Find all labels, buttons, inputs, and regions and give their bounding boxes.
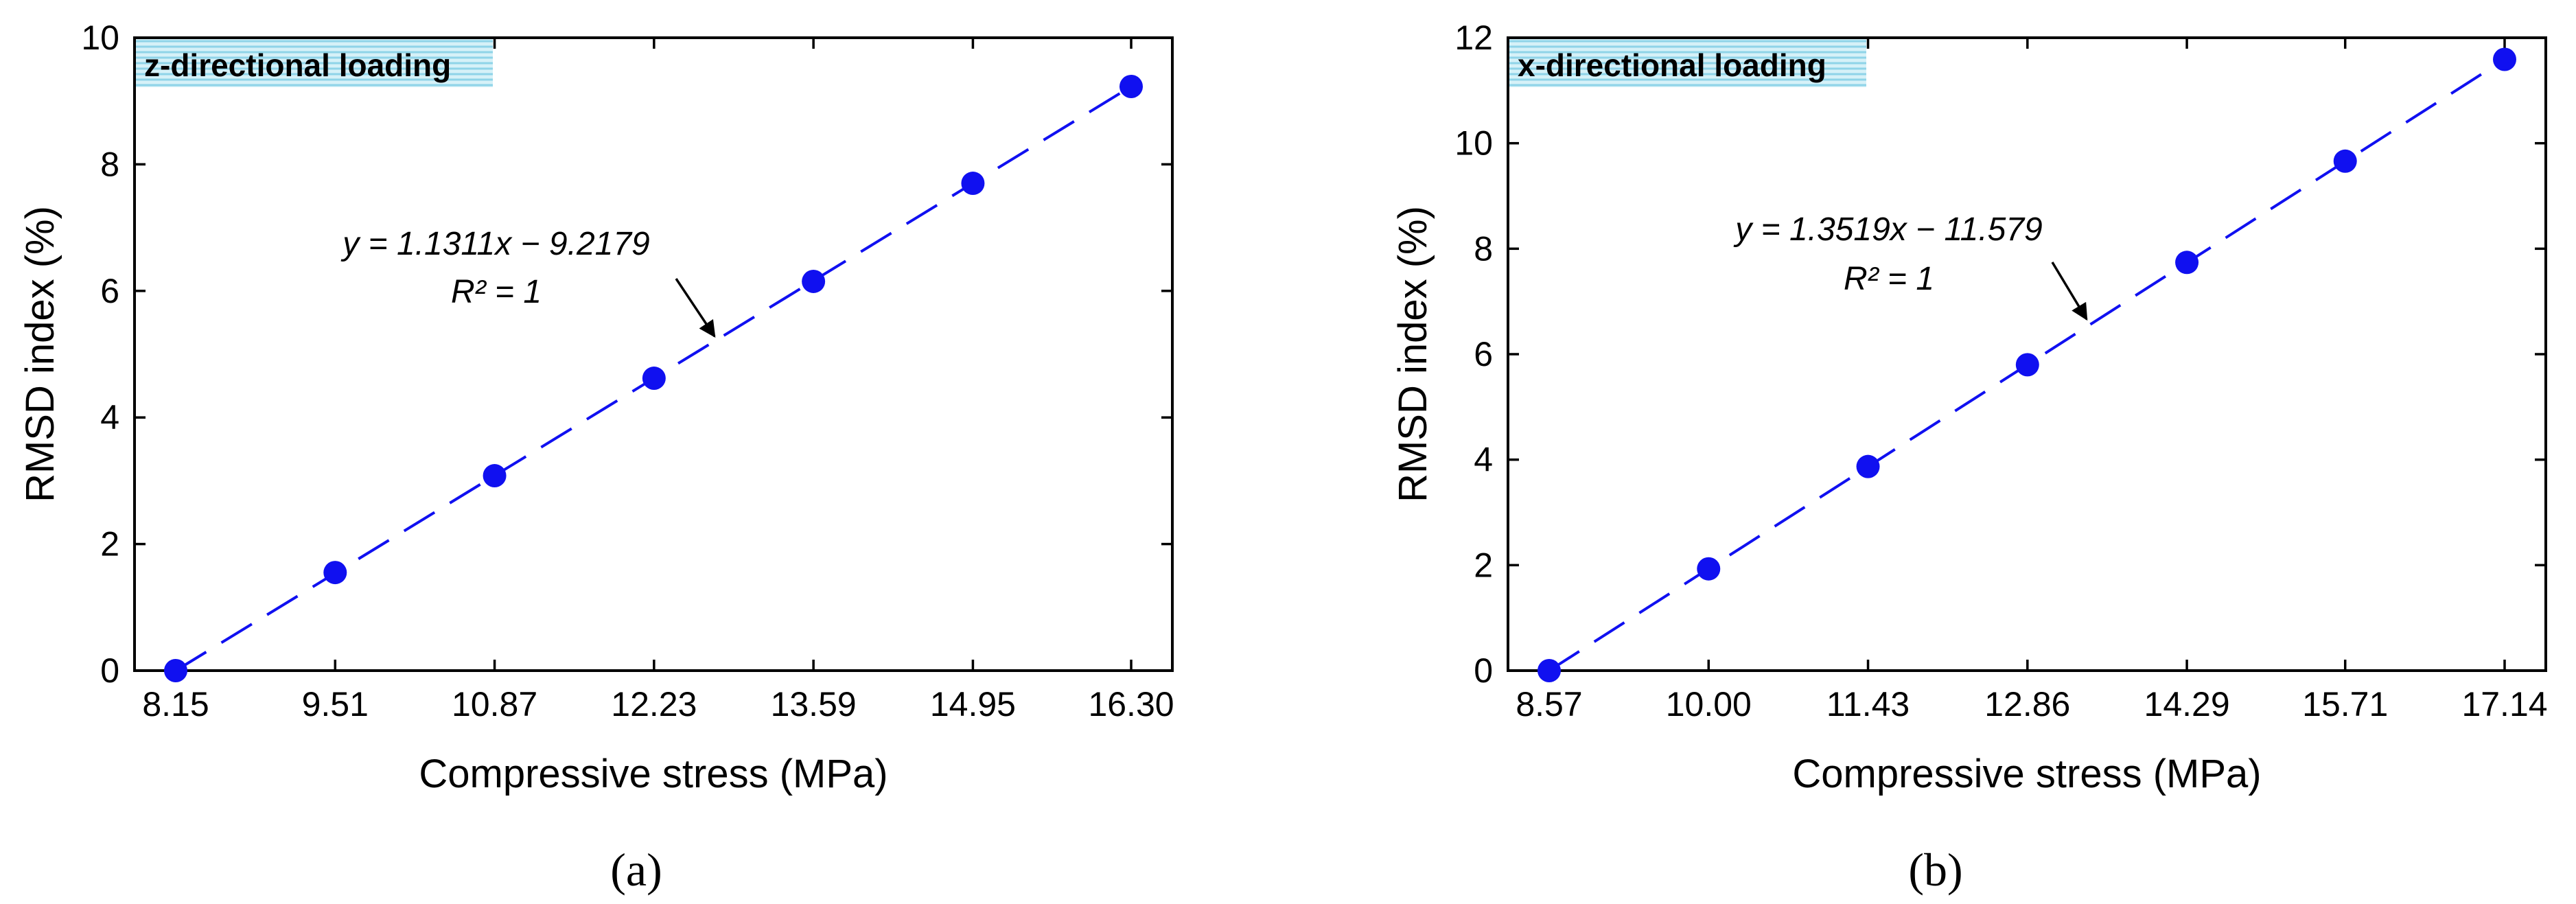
- y-tick-label: 0: [1474, 651, 1493, 690]
- y-tick-label: 8: [100, 145, 119, 183]
- x-tick-label: 15.71: [2302, 685, 2388, 723]
- chart-b: 0 2 4 6 8 10 12 8.57 10.00 11.43 12.86 14.29 15.71 1…: [1391, 19, 2548, 896]
- data-point: [2493, 47, 2516, 71]
- data-point: [642, 367, 666, 391]
- x-tick-label: 12.86: [1984, 685, 2070, 723]
- x-tick-label: 10.00: [1666, 685, 1752, 723]
- x-tick-label: 16.30: [1088, 685, 1174, 723]
- data-point: [1697, 557, 1721, 581]
- x-tick-label: 8.57: [1516, 685, 1582, 723]
- chart-a: 0 2 4 6 8 10 8.15 9.51 10.87 12.23 13.59 14.95 16.3…: [18, 19, 1174, 896]
- data-point: [323, 561, 347, 585]
- tag-a: z-directional loading: [144, 47, 451, 83]
- r2-b: R² = 1: [1844, 261, 1934, 297]
- data-point: [961, 172, 985, 196]
- x-tick-label: 12.23: [611, 685, 697, 723]
- panel-label-b: (b): [1908, 844, 1962, 896]
- tag-b: x-directional loading: [1518, 47, 1826, 83]
- y-tick-label: 2: [100, 525, 119, 564]
- y-tick-label: 4: [1474, 441, 1493, 479]
- y-tick-label: 8: [1474, 229, 1493, 268]
- y-ticks-b: 0 2 4 6 8 10 12: [1454, 19, 2546, 690]
- data-point: [1538, 659, 1561, 682]
- tag-box-a: [136, 39, 493, 87]
- y-tick-label: 10: [1454, 124, 1493, 163]
- panel-label-a: (a): [610, 844, 662, 896]
- points-b: [1538, 47, 2516, 682]
- x-tick-label: 17.14: [2461, 685, 2547, 723]
- y-ticks-a: 0 2 4 6 8 10: [81, 19, 1172, 690]
- data-point: [1856, 454, 1880, 478]
- y-tick-label: 6: [100, 272, 119, 310]
- x-ticks-b: 8.57 10.00 11.43 12.86 14.29 15.71 17.14: [1516, 38, 2548, 723]
- r2-a: R² = 1: [451, 274, 542, 310]
- x-axis-label-b: Compressive stress (MPa): [1792, 752, 2261, 796]
- x-tick-label: 14.95: [930, 685, 1016, 723]
- x-tick-label: 9.51: [302, 685, 369, 723]
- x-tick-label: 13.59: [771, 685, 857, 723]
- annotation-arrow-a: [675, 278, 716, 338]
- y-tick-label: 6: [1474, 335, 1493, 373]
- x-tick-label: 14.29: [2144, 685, 2230, 723]
- x-tick-label: 10.87: [452, 685, 537, 723]
- points-a: [164, 74, 1143, 682]
- y-axis-label-b: RMSD index (%): [1391, 206, 1435, 502]
- data-point: [2175, 251, 2199, 275]
- x-tick-label: 11.43: [1826, 685, 1910, 723]
- data-point: [802, 269, 826, 293]
- data-point: [483, 464, 507, 488]
- equation-a: y = 1.1311x − 9.2179: [340, 226, 649, 262]
- y-axis-label-a: RMSD index (%): [18, 206, 62, 502]
- x-ticks-a: 8.15 9.51 10.87 12.23 13.59 14.95 16.30: [142, 38, 1174, 723]
- x-axis-label-a: Compressive stress (MPa): [419, 752, 887, 796]
- equation-b: y = 1.3519x − 11.579: [1733, 211, 2042, 248]
- data-point: [164, 659, 187, 682]
- data-point: [1119, 74, 1143, 98]
- x-tick-label: 8.15: [142, 685, 209, 723]
- y-tick-label: 12: [1454, 19, 1493, 57]
- data-point: [2015, 353, 2039, 377]
- plot-area-a: [133, 36, 1174, 672]
- y-tick-label: 2: [1474, 546, 1493, 584]
- tag-box-b: [1509, 39, 1866, 87]
- y-tick-label: 10: [81, 19, 119, 57]
- y-tick-label: 4: [100, 398, 119, 437]
- data-point: [2333, 149, 2357, 173]
- annotation-arrow-b: [2051, 262, 2088, 321]
- y-tick-label: 0: [100, 651, 119, 690]
